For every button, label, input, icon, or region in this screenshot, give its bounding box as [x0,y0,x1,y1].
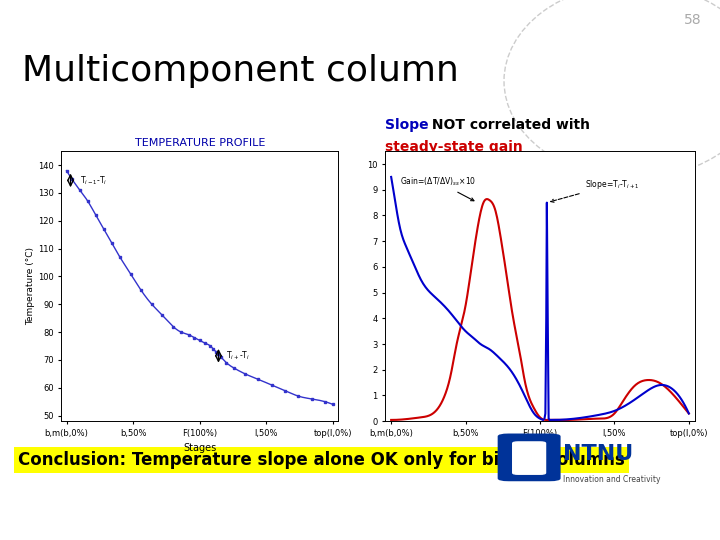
Text: Slope: Slope [385,118,429,132]
FancyBboxPatch shape [498,434,561,481]
Text: Conclusion: Temperature slope alone OK only for binary columns: Conclusion: Temperature slope alone OK o… [18,451,625,469]
Text: Slope=T$_i$-T$_{i+1}$: Slope=T$_i$-T$_{i+1}$ [551,178,639,202]
Text: T$_{i+}$-T$_i$: T$_{i+}$-T$_i$ [227,349,251,362]
Text: Gain=(ΔT/ΔV)$_{ss}$×10: Gain=(ΔT/ΔV)$_{ss}$×10 [400,176,477,201]
Y-axis label: Temperature (°C): Temperature (°C) [26,247,35,325]
Text: T$_{i-1}$-T$_i$: T$_{i-1}$-T$_i$ [80,174,107,187]
Title: TEMPERATURE PROFILE: TEMPERATURE PROFILE [135,138,265,147]
Text: NTNU: NTNU [563,444,634,464]
X-axis label: Stages: Stages [183,443,217,454]
Text: Multicomponent column: Multicomponent column [22,54,459,88]
Text: Innovation and Creativity: Innovation and Creativity [563,475,661,484]
Text: 58: 58 [685,14,702,28]
Text: NOT correlated with: NOT correlated with [427,118,590,132]
Text: steady-state gain: steady-state gain [385,140,523,154]
Text: www.ntnu.no: www.ntnu.no [14,517,97,526]
Text: S. Skogestad: Distillation control: S. Skogestad: Distillation control [525,517,706,526]
X-axis label: Stages: Stages [523,443,557,454]
FancyBboxPatch shape [513,442,546,474]
